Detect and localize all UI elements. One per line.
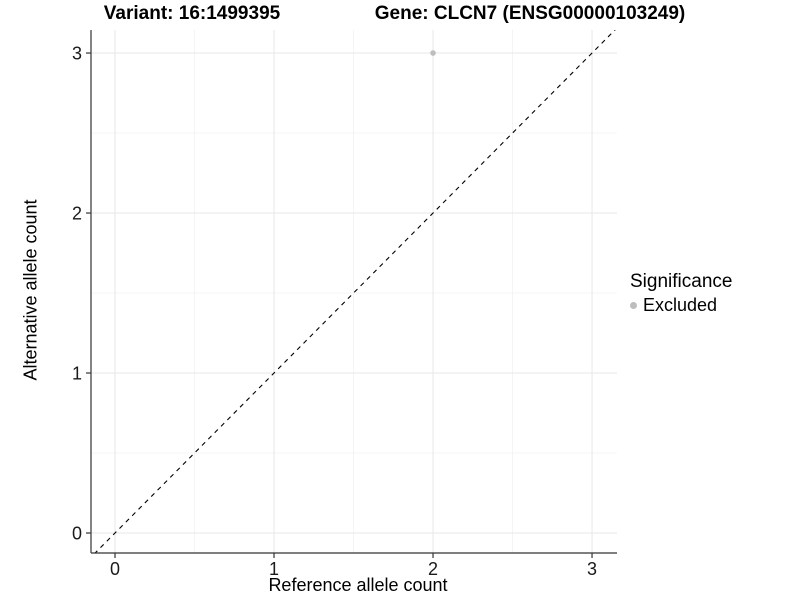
plot-title-gene: Gene: CLCN7 (ENSG00000103249) [374, 3, 686, 24]
legend-entry-label: Excluded [643, 295, 718, 315]
y-tick-label: 1 [72, 364, 82, 384]
legend-entry-excluded: Excluded [630, 295, 732, 316]
data-point [430, 50, 436, 56]
legend: Significance Excluded [630, 271, 732, 316]
x-tick-label: 1 [269, 559, 279, 579]
legend-title: Significance [630, 271, 733, 292]
plot-title-variant: Variant: 16:1499395 [103, 3, 281, 24]
y-tick-label: 0 [72, 524, 82, 544]
x-tick-label: 3 [587, 559, 597, 579]
y-tick-label: 3 [72, 44, 82, 64]
x-tick-label: 2 [428, 559, 438, 579]
y-tick-label: 2 [72, 204, 82, 224]
y-axis-label: Alternative allele count [20, 199, 41, 381]
x-axis-label: Reference allele count [268, 575, 448, 595]
x-tick-label: 0 [110, 559, 120, 579]
identity-line [94, 30, 616, 553]
legend-point-icon [630, 302, 637, 309]
